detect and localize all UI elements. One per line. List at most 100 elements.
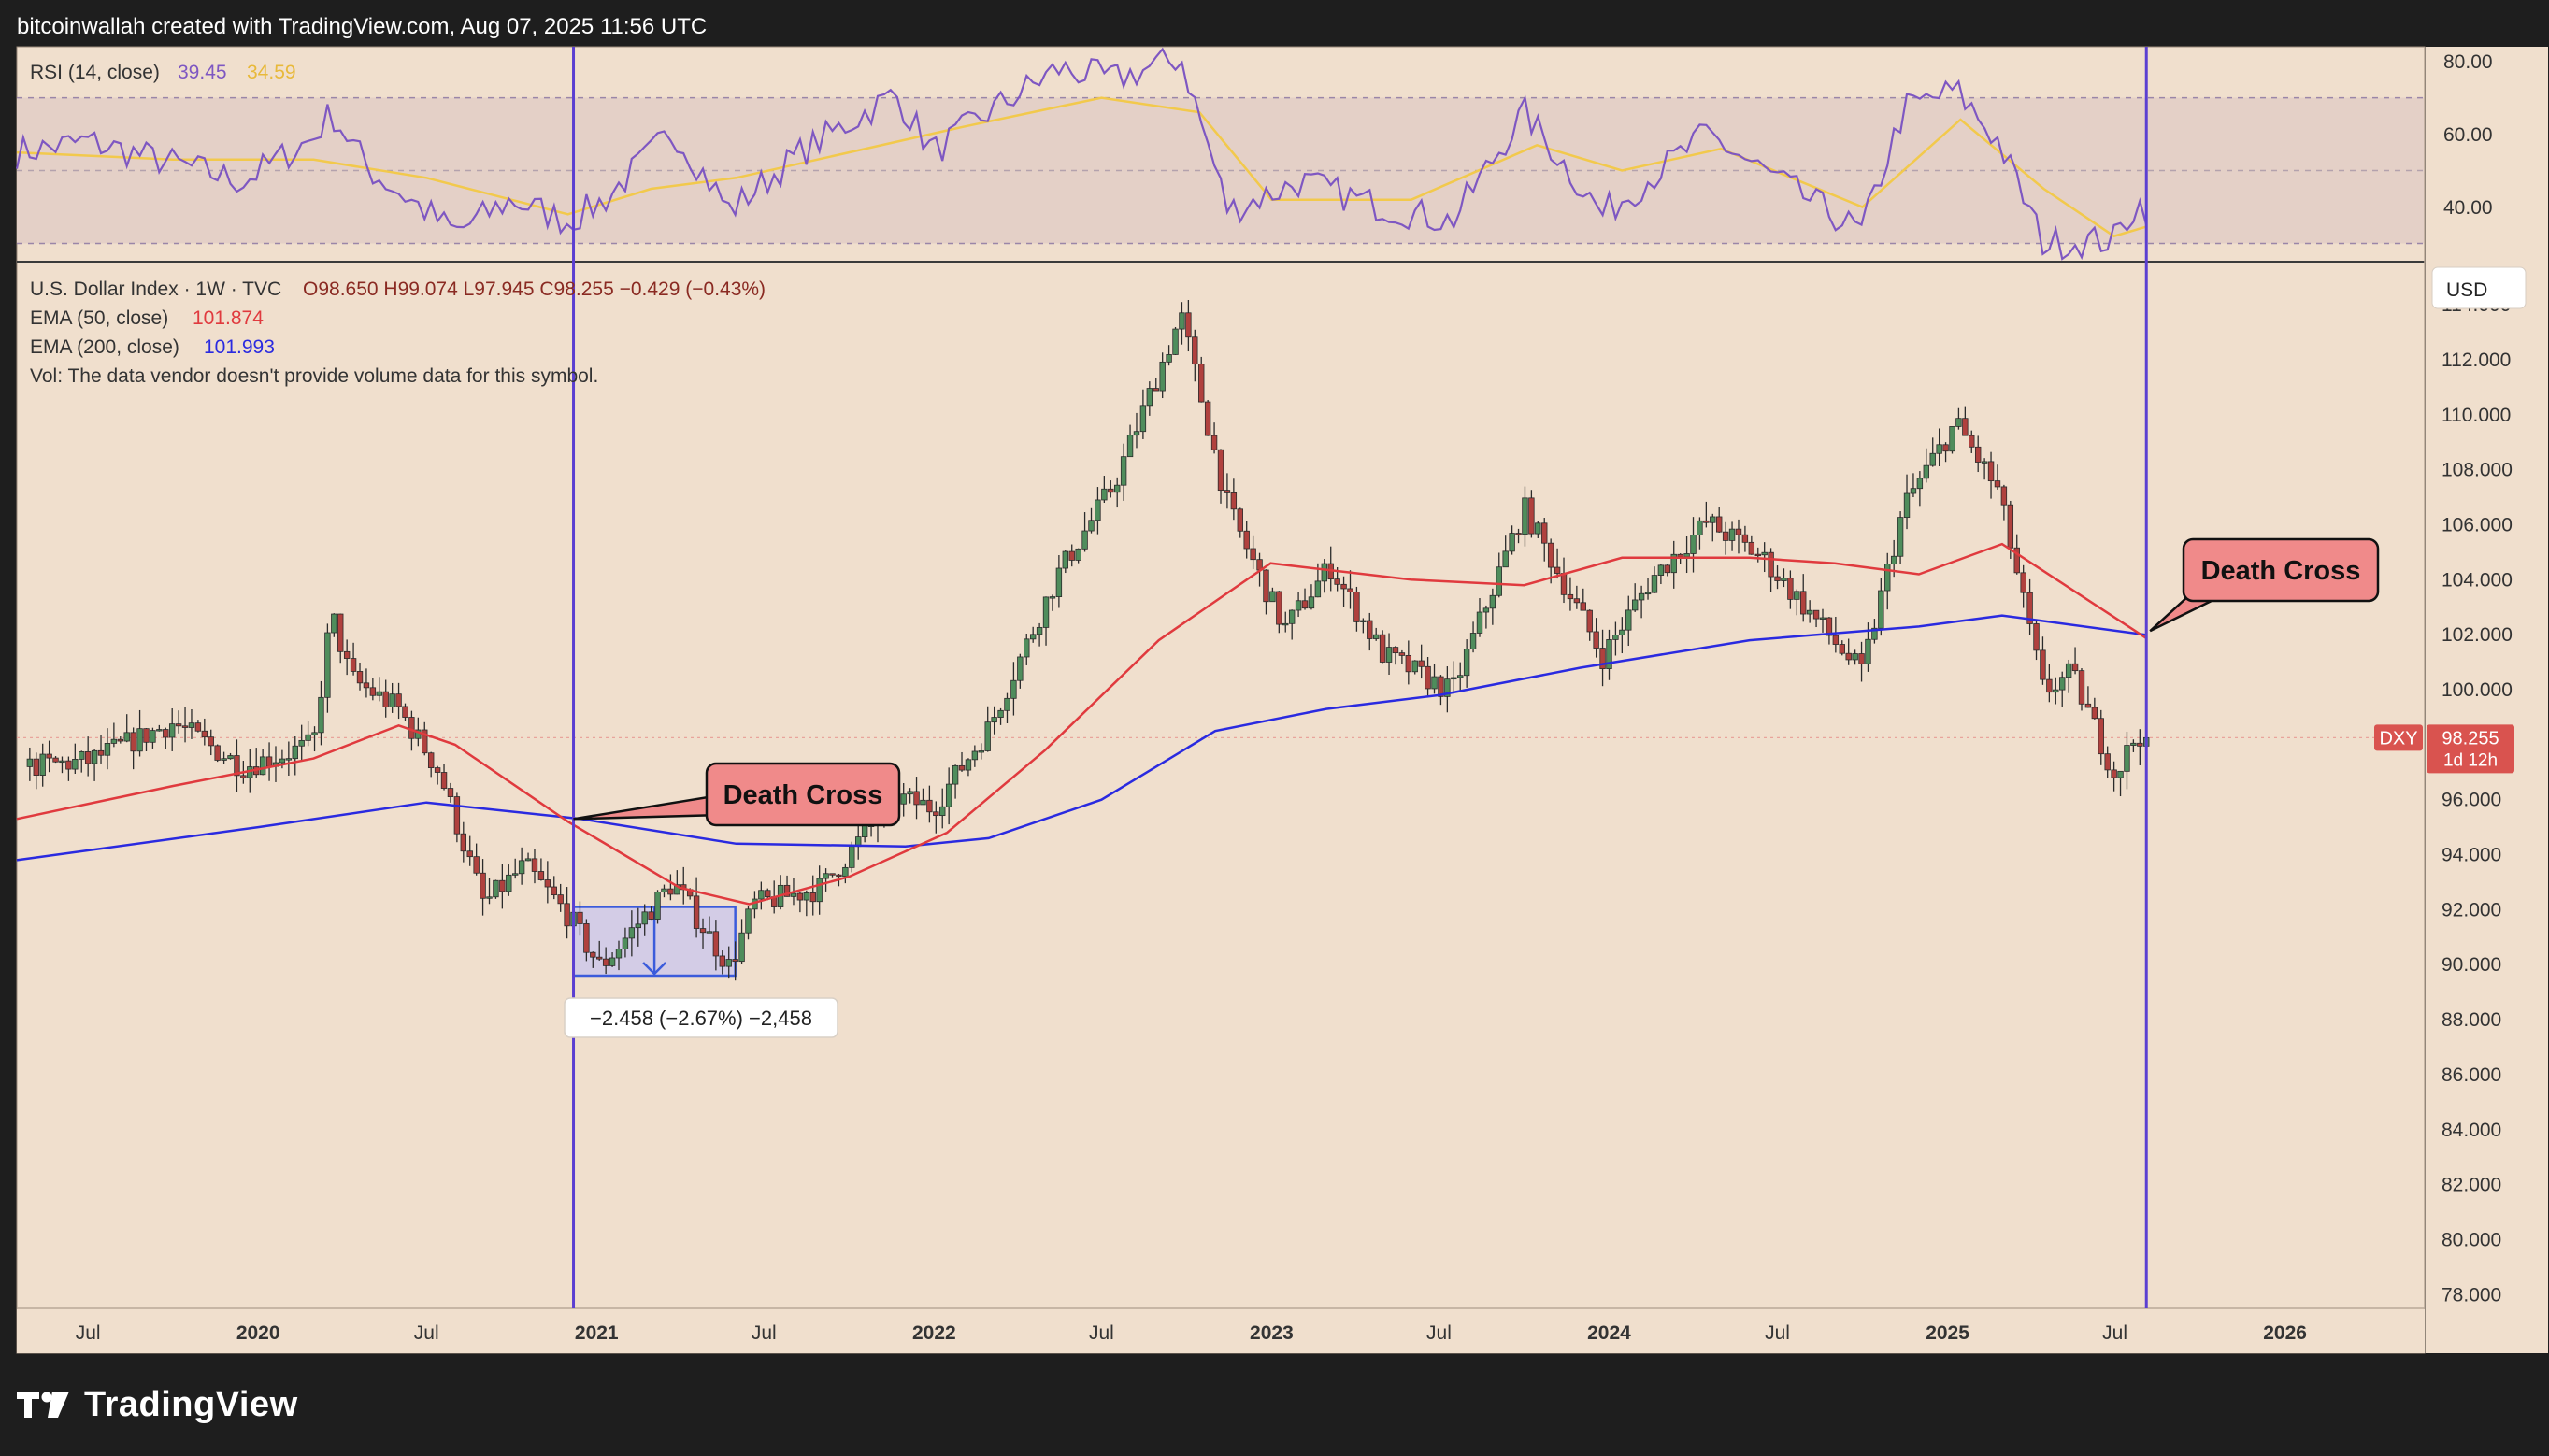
candle-body bbox=[453, 796, 461, 835]
candle-body bbox=[1340, 583, 1347, 590]
candle bbox=[1496, 552, 1502, 598]
time-label: Jul bbox=[414, 1322, 439, 1344]
volume-note: Vol: The data vendor doesn't provide vol… bbox=[30, 365, 598, 387]
candle-body bbox=[1431, 676, 1438, 690]
candle bbox=[1463, 639, 1470, 688]
time-labels: Jul 2020 Jul 2021 Jul 2022 Jul 2023 Jul 2024 Jul 20… bbox=[76, 1322, 2307, 1344]
candle bbox=[350, 642, 357, 676]
candle bbox=[1114, 477, 1121, 508]
candle bbox=[907, 788, 913, 804]
candle-body bbox=[2040, 649, 2046, 680]
candle bbox=[2053, 677, 2059, 705]
candle-body bbox=[181, 725, 189, 728]
main-legend[interactable]: U.S. Dollar Index · 1W · TVC O98.650 H99… bbox=[30, 278, 766, 387]
candle bbox=[1017, 653, 1024, 689]
candle-body bbox=[1301, 600, 1309, 609]
candle bbox=[641, 904, 648, 936]
candle bbox=[39, 743, 46, 787]
candle bbox=[2091, 697, 2098, 720]
time-label: 2026 bbox=[2263, 1322, 2307, 1344]
candle bbox=[1923, 448, 1929, 483]
candle bbox=[1263, 569, 1269, 615]
candle bbox=[939, 788, 946, 829]
currency-button-bg[interactable] bbox=[2431, 266, 2527, 309]
candle bbox=[706, 916, 713, 934]
candle-body bbox=[1451, 677, 1457, 680]
candle-body bbox=[1710, 516, 1716, 523]
candle-body bbox=[1722, 531, 1729, 541]
tradingview-logo[interactable]: TradingView bbox=[17, 1381, 298, 1428]
candle-body bbox=[395, 693, 402, 707]
candle-body bbox=[363, 682, 370, 689]
candle bbox=[1897, 511, 1904, 564]
candle bbox=[1631, 583, 1639, 612]
candle-body bbox=[2046, 678, 2053, 693]
candle-body bbox=[745, 908, 752, 934]
candle bbox=[745, 906, 752, 940]
candle bbox=[1547, 538, 1554, 584]
candle bbox=[486, 878, 493, 905]
candle-body bbox=[214, 745, 221, 761]
candle-body bbox=[1405, 655, 1412, 673]
candle-body bbox=[1728, 528, 1736, 541]
candle-body bbox=[1418, 660, 1425, 667]
candle-body bbox=[1210, 435, 1218, 450]
time-label: 2020 bbox=[236, 1322, 280, 1344]
candle bbox=[2071, 647, 2079, 675]
candle bbox=[991, 706, 997, 735]
candle-body bbox=[1748, 541, 1755, 555]
brand-name: TradingView bbox=[84, 1384, 298, 1424]
candle bbox=[1955, 407, 1962, 430]
candle-body bbox=[2026, 592, 2033, 624]
rsi-axis[interactable]: 80.00 60.00 40.00 bbox=[2443, 51, 2493, 219]
rsi-legend[interactable]: RSI (14, close) 39.45 34.59 bbox=[30, 62, 296, 83]
measure-tool[interactable] bbox=[572, 906, 737, 978]
candle-body bbox=[1657, 564, 1665, 576]
candle-body bbox=[984, 721, 991, 751]
death-cross-callout-2[interactable]: Death Cross bbox=[2149, 537, 2380, 633]
candle-body bbox=[1230, 492, 1238, 510]
candle bbox=[1133, 412, 1140, 449]
candle bbox=[1884, 552, 1891, 610]
ema50-line bbox=[16, 542, 2147, 906]
candle-body bbox=[1962, 418, 1969, 436]
candle bbox=[602, 947, 609, 975]
candle-body bbox=[1871, 627, 1878, 640]
candle-body bbox=[480, 872, 486, 899]
ema200-label: EMA (200, close) bbox=[30, 336, 179, 358]
candle-body bbox=[305, 734, 311, 741]
candle bbox=[1949, 426, 1955, 454]
candle-body bbox=[156, 729, 163, 732]
candle bbox=[577, 901, 583, 936]
candle-body bbox=[1095, 499, 1101, 521]
candle bbox=[1295, 592, 1302, 618]
candle bbox=[1845, 638, 1852, 665]
candle-body bbox=[1314, 580, 1322, 598]
candle-body bbox=[1159, 361, 1166, 392]
candle bbox=[1146, 381, 1153, 416]
candle bbox=[292, 735, 298, 776]
candle bbox=[499, 864, 506, 909]
candle-body bbox=[738, 932, 745, 963]
candle-body bbox=[971, 750, 979, 761]
candle bbox=[1735, 519, 1742, 554]
currency-button[interactable]: USD bbox=[2431, 266, 2527, 309]
candle bbox=[2137, 729, 2143, 765]
candle bbox=[369, 678, 377, 701]
candle-body bbox=[1029, 634, 1037, 640]
candle bbox=[596, 940, 603, 961]
candle-body bbox=[1075, 548, 1081, 561]
candle-body bbox=[602, 958, 609, 966]
candle bbox=[1586, 609, 1593, 641]
death-cross-callout-1[interactable]: Death Cross bbox=[573, 762, 901, 827]
candle-body bbox=[1243, 530, 1250, 550]
candle bbox=[480, 859, 486, 916]
candle-body bbox=[2071, 663, 2079, 672]
candle bbox=[104, 728, 111, 770]
candle-body bbox=[1438, 676, 1444, 697]
candle-body bbox=[725, 959, 732, 967]
candle bbox=[168, 707, 176, 751]
time-axis[interactable] bbox=[17, 1309, 2425, 1353]
candle bbox=[110, 722, 118, 748]
